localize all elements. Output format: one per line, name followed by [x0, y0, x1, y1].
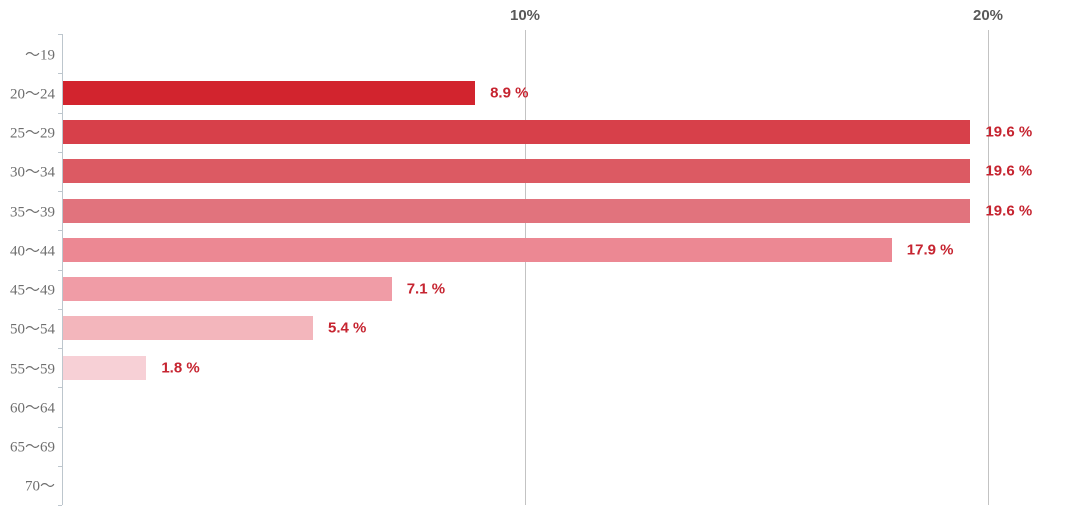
bar	[63, 277, 392, 301]
x-axis-tick-label-20: 20%	[972, 7, 1004, 24]
value-label: 5.4 %	[328, 319, 367, 337]
chart-row: 70～	[0, 466, 1088, 505]
y-axis-tick	[58, 34, 62, 35]
category-label: ～19	[24, 47, 55, 64]
category-label: 50～54	[9, 321, 55, 338]
y-axis-tick	[58, 269, 62, 271]
category-label: 65～69	[9, 439, 55, 456]
chart-row: 40～44 17.9 %	[0, 230, 1088, 269]
chart-row: 45～49 7.1 %	[0, 270, 1088, 309]
value-label: 1.8 %	[161, 359, 200, 377]
y-axis-tick	[58, 465, 62, 467]
chart-row: 60～64	[0, 387, 1088, 426]
bar	[63, 120, 971, 144]
x-axis-tick-label-10: 10%	[509, 7, 541, 24]
chart-row: 50～54 5.4 %	[0, 309, 1088, 348]
chart-row: 20～24 8.9 %	[0, 73, 1088, 112]
category-label: 35～39	[9, 204, 55, 221]
category-label: 60～64	[9, 400, 55, 417]
category-label: 45～49	[9, 282, 55, 299]
category-label: 70～	[24, 478, 55, 495]
bar	[63, 237, 892, 262]
gridline-10-percent	[525, 30, 526, 505]
bar	[63, 80, 476, 105]
y-axis-tick	[58, 348, 62, 349]
bar	[63, 316, 314, 341]
value-label: 8.9 %	[490, 84, 529, 102]
y-axis-line	[62, 34, 63, 505]
y-axis-tick	[58, 112, 62, 114]
y-axis-tick	[58, 191, 62, 192]
y-axis-tick	[58, 505, 62, 506]
value-label: 19.6 %	[985, 123, 1033, 141]
chart-row: 35～39 19.6 %	[0, 191, 1088, 230]
value-label: 7.1 %	[406, 280, 446, 298]
chart-row: 65～69	[0, 427, 1088, 466]
bar	[63, 198, 971, 223]
gridline-20-percent	[988, 30, 989, 505]
category-label: 55～59	[9, 361, 55, 378]
bar	[63, 159, 971, 184]
category-label: 30～34	[9, 164, 55, 181]
category-label: 25～29	[9, 125, 55, 142]
y-axis-tick	[58, 387, 62, 389]
chart-row: ～19	[0, 34, 1088, 73]
y-axis-tick	[58, 73, 62, 75]
value-label: 17.9 %	[906, 241, 954, 259]
chart-row: 25～29 19.6 %	[0, 113, 1088, 152]
chart-row: 55～59 1.8 %	[0, 348, 1088, 387]
y-axis-tick	[58, 426, 62, 428]
category-label: 20～24	[9, 86, 55, 103]
y-axis-tick	[58, 230, 62, 232]
y-axis-tick	[58, 151, 62, 153]
value-label: 19.6 %	[985, 202, 1033, 220]
category-label: 40～44	[9, 243, 55, 260]
y-axis-tick	[58, 308, 62, 310]
bar	[63, 355, 147, 380]
chart-row: 30～34 19.6 %	[0, 152, 1088, 191]
value-label: 19.6 %	[985, 162, 1033, 180]
